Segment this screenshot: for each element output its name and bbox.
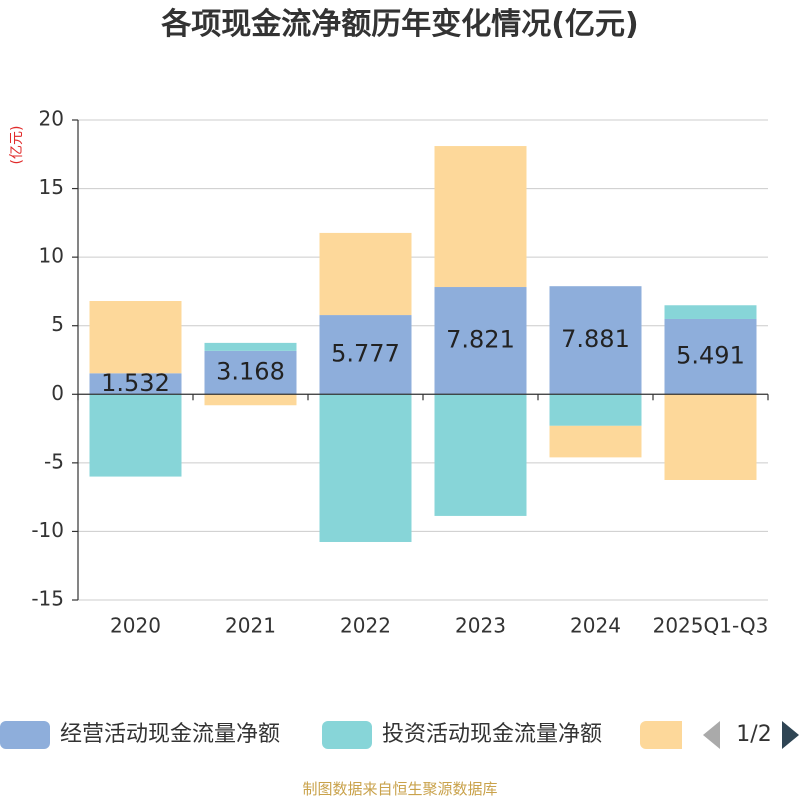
bar-operating-cashflow-2025q1-q3 <box>664 318 757 395</box>
bar-operating-cashflow-2022 <box>319 315 412 395</box>
legend-page-indicator: 1/2 <box>736 722 772 747</box>
legend-swatch-operating-cashflow <box>0 721 50 749</box>
legend-label-operating-cashflow: 经营活动现金流量净额 <box>60 722 281 747</box>
bar-series-3-2025q1-q3 <box>664 394 757 480</box>
chevron-right-icon[interactable] <box>782 721 799 749</box>
y-tick-label: 15 <box>39 175 64 199</box>
bar-operating-cashflow-2024 <box>549 286 642 395</box>
y-tick-label: 5 <box>51 312 64 336</box>
bar-investing-cashflow-2023 <box>434 394 527 516</box>
legend-label-investing-cashflow: 投资活动现金流量净额 <box>382 722 603 747</box>
data-label: 5.491 <box>676 342 745 370</box>
bar-investing-cashflow-2025q1-q3 <box>664 305 757 319</box>
x-tick-label: 2022 <box>340 614 391 638</box>
chevron-left-icon[interactable] <box>703 721 720 749</box>
bar-series-3-2022 <box>319 232 412 316</box>
legend-swatch-series-3 <box>640 721 682 749</box>
source-footnote: 制图数据来自恒生聚源数据库 <box>302 780 498 798</box>
legend-item-operating-cashflow[interactable]: 经营活动现金流量净额 <box>0 720 312 750</box>
legend-swatch-investing-cashflow <box>322 721 372 749</box>
bar-series-3-2021 <box>204 394 297 406</box>
y-tick-label: -10 <box>31 518 64 542</box>
bar-investing-cashflow-2022 <box>319 394 412 542</box>
stacked-bar-chart: 20 15 10 5 0 -5 -10 -15 2020 2021 2022 2023 2024 2025… <box>31 107 769 638</box>
y-tick-label: 20 <box>39 107 64 131</box>
x-tick-label: 2025Q1-Q3 <box>653 614 769 638</box>
bar-series-3-2023 <box>434 146 527 288</box>
legend: 经营活动现金流量净额 投资活动现金流量净额 1/2 <box>0 720 800 750</box>
x-tick-label: 2020 <box>110 614 161 638</box>
y-tick-label: 10 <box>39 244 64 268</box>
bar-operating-cashflow-2020 <box>89 373 182 395</box>
y-tick-label: -15 <box>31 587 64 611</box>
y-tick-label: -5 <box>44 449 64 473</box>
x-tick-label: 2024 <box>570 614 621 638</box>
chart-title: 各项现金流净额历年变化情况(亿元) <box>161 7 639 42</box>
y-tick-label: 0 <box>51 381 64 405</box>
data-label: 1.532 <box>101 369 170 397</box>
bar-operating-cashflow-2023 <box>434 287 527 395</box>
legend-item-series-3[interactable] <box>640 720 682 750</box>
data-label: 5.777 <box>331 340 400 368</box>
bar-series-3-2024 <box>549 425 642 458</box>
x-tick-label: 2021 <box>225 614 276 638</box>
bar-series-3-2020 <box>89 301 182 374</box>
legend-pager: 1/2 <box>700 720 800 750</box>
x-tick-label: 2023 <box>455 614 506 638</box>
bar-operating-cashflow-2021 <box>204 350 297 395</box>
legend-item-investing-cashflow[interactable]: 投资活动现金流量净额 <box>322 720 632 750</box>
bar-investing-cashflow-2024 <box>549 394 642 426</box>
bar-investing-cashflow-2021 <box>204 342 297 351</box>
data-label: 7.821 <box>446 326 515 354</box>
data-label: 7.881 <box>561 325 630 353</box>
data-label: 3.168 <box>216 358 285 386</box>
bar-investing-cashflow-2020 <box>89 394 182 477</box>
